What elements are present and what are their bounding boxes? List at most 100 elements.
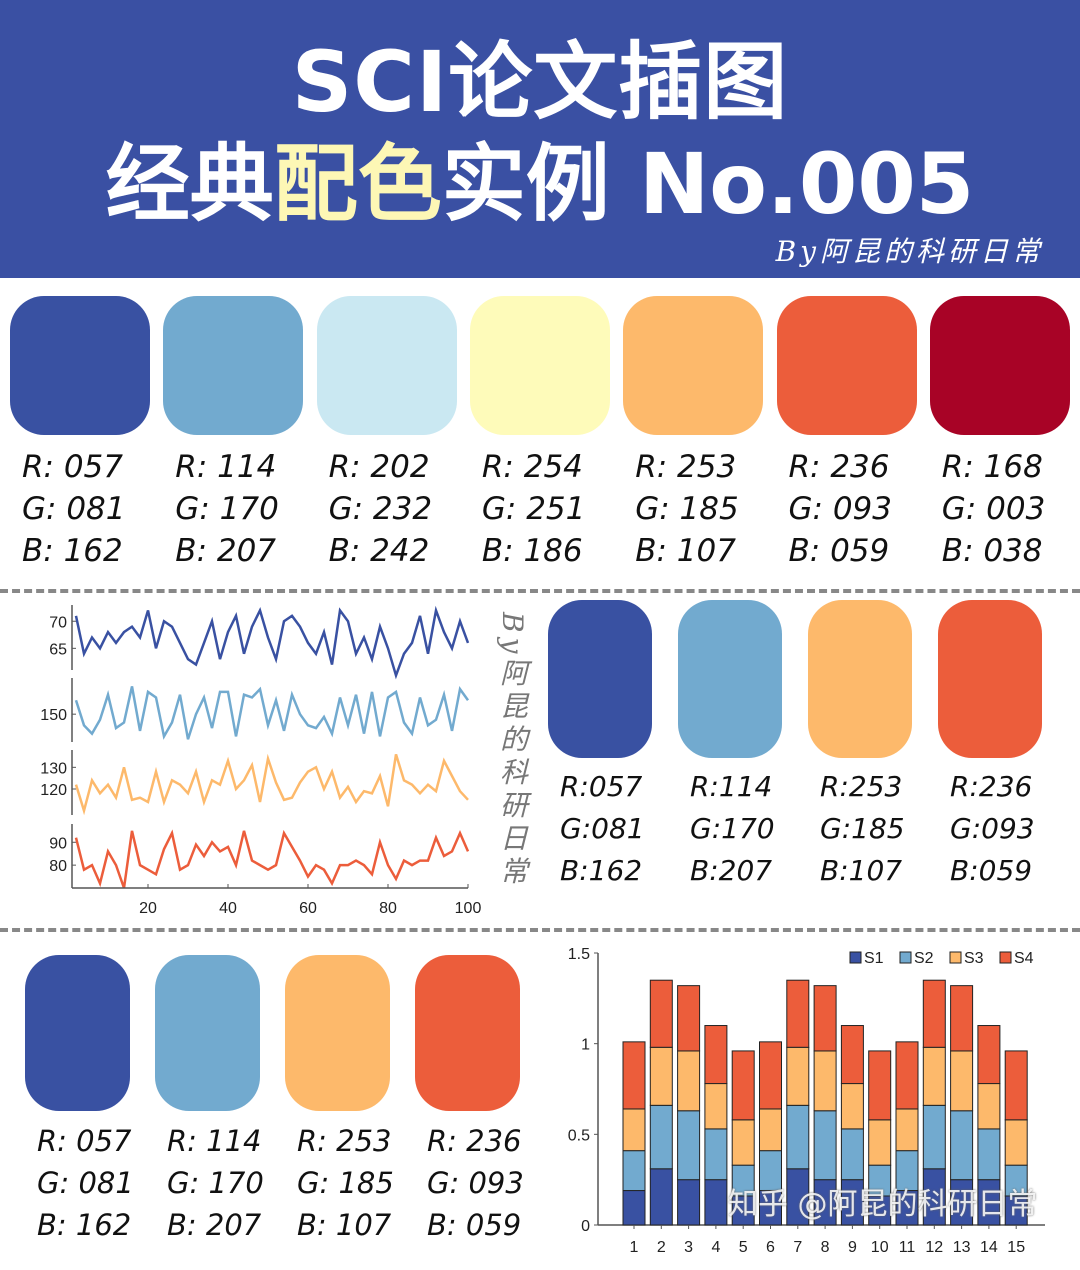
y-tick-label: 130 bbox=[40, 760, 67, 777]
bar-segment-s2 bbox=[977, 1128, 1001, 1181]
x-tick-label: 8 bbox=[821, 1239, 830, 1256]
x-tick-label: 1 bbox=[630, 1239, 639, 1256]
rgb-r: R: 253 bbox=[635, 449, 737, 485]
title-part: 经典 bbox=[105, 135, 274, 233]
rgb-b: B: 162 bbox=[37, 1208, 132, 1242]
rgb-r: R: 168 bbox=[941, 449, 1043, 485]
color-swatch bbox=[163, 296, 304, 435]
rgb-b: B: 186 bbox=[481, 533, 583, 569]
bar-segment-s4 bbox=[868, 1050, 892, 1121]
rgb-r: R: 057 bbox=[22, 449, 124, 485]
rgb-r: R:057 bbox=[560, 770, 643, 803]
bar-segment-s3 bbox=[840, 1083, 864, 1130]
rgb-r: R:114 bbox=[690, 770, 773, 803]
divider bbox=[0, 928, 1080, 932]
bar-segment-s4 bbox=[1004, 1050, 1028, 1121]
color-swatch bbox=[285, 955, 390, 1111]
divider bbox=[0, 589, 1080, 593]
x-tick-label: 15 bbox=[1007, 1239, 1025, 1256]
rgb-values: R: 254 G: 251 B: 186 bbox=[482, 446, 586, 572]
x-tick-label: 80 bbox=[379, 900, 397, 917]
title-part: 实例 No.005 bbox=[441, 135, 975, 233]
legend-swatch bbox=[999, 951, 1012, 964]
bar-segment-s4 bbox=[649, 979, 673, 1048]
rgb-values: R: 168 G: 003 B: 038 bbox=[942, 446, 1046, 572]
series-line bbox=[74, 829, 470, 889]
rgb-values: R:253 G:185 B:107 bbox=[820, 766, 905, 892]
rgb-b: B: 059 bbox=[788, 533, 890, 569]
line-chart: 65 70 150 120 130 80 90 20 40 60 80 100 bbox=[40, 605, 482, 917]
x-tick-label: 6 bbox=[766, 1239, 775, 1256]
rgb-g: G: 081 bbox=[22, 491, 126, 527]
x-tick-label: 9 bbox=[848, 1239, 857, 1256]
rgb-values: R: 202 G: 232 B: 242 bbox=[329, 446, 433, 572]
title-highlight: 配色 bbox=[273, 135, 442, 233]
bar-segment-s2 bbox=[950, 1110, 974, 1181]
color-swatch bbox=[776, 296, 917, 435]
bar-segment-s3 bbox=[895, 1108, 919, 1152]
rgb-b: B:207 bbox=[690, 854, 773, 887]
bar-segment-s4 bbox=[677, 985, 701, 1052]
bar-segment-s3 bbox=[759, 1108, 782, 1152]
bar-segment-s2 bbox=[840, 1128, 864, 1181]
x-tick-label: 2 bbox=[657, 1239, 666, 1256]
series-line bbox=[74, 605, 470, 680]
x-tick-label: 7 bbox=[793, 1239, 802, 1256]
bar-segment-s2 bbox=[649, 1104, 673, 1170]
rgb-b: B: 107 bbox=[297, 1208, 392, 1242]
rgb-g: G: 185 bbox=[297, 1166, 394, 1200]
x-tick-label: 4 bbox=[711, 1239, 720, 1256]
color-swatch bbox=[808, 600, 912, 758]
x-tick-label: 100 bbox=[455, 900, 482, 917]
legend-swatch bbox=[849, 951, 862, 964]
y-tick-label: 1.5 bbox=[568, 946, 590, 963]
legend-label: S2 bbox=[914, 950, 934, 967]
rgb-b: B: 242 bbox=[328, 533, 430, 569]
bar-segment-s2 bbox=[759, 1150, 782, 1192]
rgb-r: R: 254 bbox=[481, 449, 583, 485]
bar-segment-s3 bbox=[622, 1108, 646, 1152]
y-tick-label: 120 bbox=[40, 782, 67, 799]
y-tick-label: 1 bbox=[581, 1037, 590, 1054]
rgb-g: G: 093 bbox=[427, 1166, 524, 1200]
bar-segment-s1 bbox=[622, 1190, 646, 1226]
bar-segment-s1 bbox=[649, 1168, 673, 1226]
legend-swatch bbox=[899, 951, 912, 964]
bar-segment-s4 bbox=[922, 979, 946, 1048]
color-swatch bbox=[25, 955, 130, 1111]
rgb-g: G: 232 bbox=[328, 491, 433, 527]
rgb-b: B: 207 bbox=[175, 533, 277, 569]
bar-segment-s3 bbox=[704, 1083, 728, 1130]
rgb-b: B:107 bbox=[820, 854, 903, 887]
y-tick-label: 0.5 bbox=[568, 1127, 590, 1144]
rgb-r: R: 236 bbox=[427, 1124, 522, 1158]
rgb-b: B: 162 bbox=[22, 533, 123, 569]
rgb-r: R:236 bbox=[950, 770, 1033, 803]
color-swatch bbox=[929, 296, 1070, 435]
bar-segment-s2 bbox=[622, 1150, 646, 1192]
bar-segment-s4 bbox=[840, 1025, 864, 1085]
color-swatch bbox=[10, 296, 150, 435]
bar-segment-s3 bbox=[868, 1119, 892, 1166]
rgb-b: B: 059 bbox=[427, 1208, 522, 1242]
bar-segment-s3 bbox=[1004, 1119, 1028, 1166]
color-swatch bbox=[678, 600, 782, 758]
series-line bbox=[74, 753, 469, 816]
bar-segment-s3 bbox=[731, 1119, 755, 1166]
bottom-watermark: 知乎 @阿昆的科研日常 bbox=[728, 1187, 1038, 1222]
bar-segment-s2 bbox=[895, 1150, 919, 1192]
rgb-b: B: 038 bbox=[941, 533, 1043, 569]
rgb-r: R: 057 bbox=[37, 1124, 132, 1158]
rgb-r: R: 202 bbox=[328, 449, 430, 485]
rgb-values: R:057 G:081 B:162 bbox=[560, 766, 645, 892]
bar-segment-s3 bbox=[649, 1046, 673, 1106]
header-banner: SCI论文插图 经典配色实例 No.005 By阿昆的科研日常 bbox=[0, 0, 1080, 278]
y-tick-label: 70 bbox=[49, 614, 67, 631]
bar-segment-s2 bbox=[922, 1104, 946, 1170]
x-tick-label: 5 bbox=[739, 1239, 748, 1256]
series-line bbox=[74, 686, 470, 740]
x-tick-label: 14 bbox=[980, 1239, 998, 1256]
rgb-b: B: 207 bbox=[167, 1208, 262, 1242]
y-tick-label: 80 bbox=[49, 858, 67, 875]
bar-segment-s2 bbox=[677, 1110, 701, 1181]
